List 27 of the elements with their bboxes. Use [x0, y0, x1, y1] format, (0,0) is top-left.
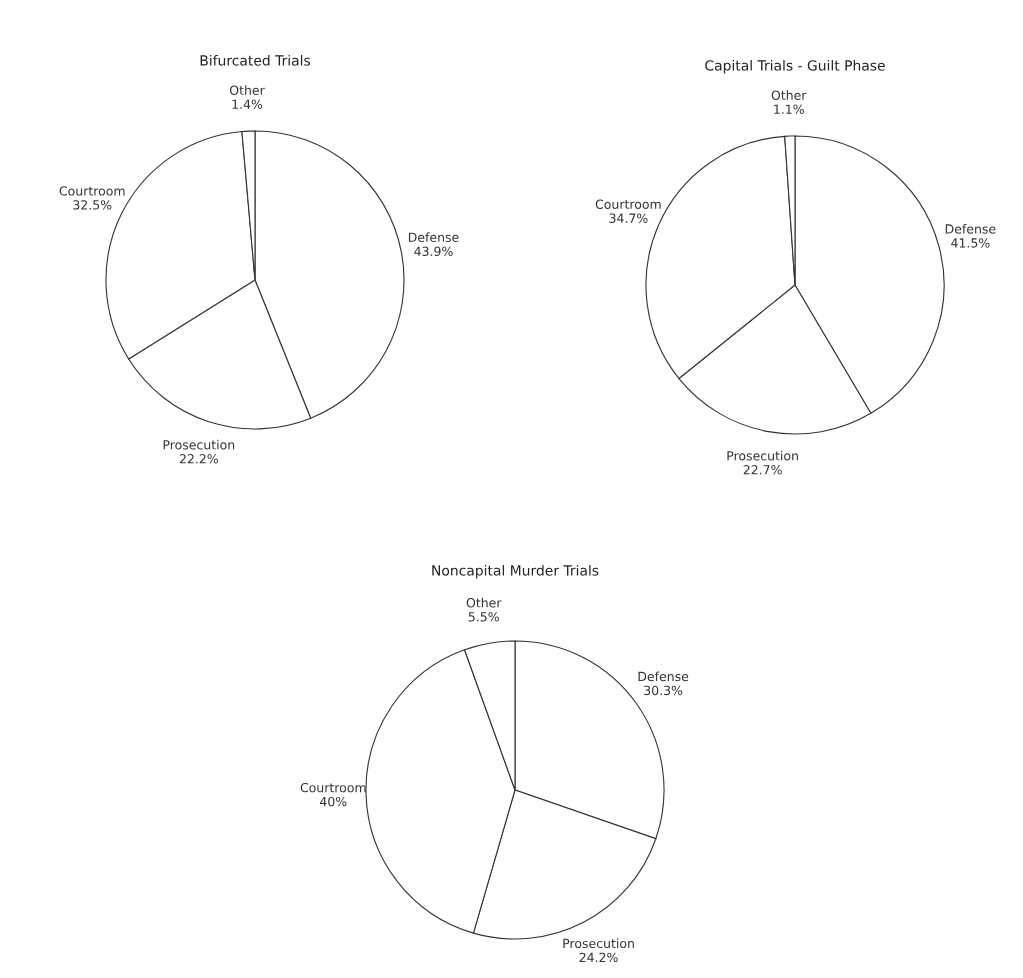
chart-title: Capital Trials - Guilt Phase: [705, 59, 885, 74]
slice-label: Defense: [408, 232, 459, 242]
data-label: 22.7%: [743, 465, 782, 475]
data-label: 24.2%: [579, 952, 618, 963]
slice-label: Defense: [638, 671, 689, 682]
chart-title: Bifurcated Trials: [200, 54, 311, 66]
slice-label: Courtroom: [595, 199, 661, 209]
slice-label: Courtroom: [59, 186, 125, 196]
data-label: 32.5%: [73, 200, 112, 210]
slice-label: Other: [229, 85, 265, 95]
data-label: 43.9%: [414, 246, 453, 256]
slice-label: Defense: [945, 223, 996, 234]
data-label: 30.3%: [644, 685, 683, 696]
slice-label: Prosecution: [727, 450, 798, 461]
data-label: 34.7%: [609, 213, 648, 223]
slice-label: Prosecution: [163, 439, 235, 450]
data-label: 41.5%: [951, 238, 990, 248]
slice-label: Prosecution: [563, 938, 634, 949]
data-label: 1.4%: [232, 99, 263, 109]
data-label: 5.5%: [468, 612, 499, 622]
chart-title: Noncapital Murder Trials: [432, 564, 599, 579]
data-label: 1.1%: [774, 104, 804, 114]
data-label: 22.2%: [179, 454, 218, 464]
slice-label: Other: [466, 597, 502, 608]
slice-label: Courtroom: [300, 782, 366, 793]
data-label: 40%: [320, 796, 347, 807]
slice-label: Other: [771, 90, 807, 100]
